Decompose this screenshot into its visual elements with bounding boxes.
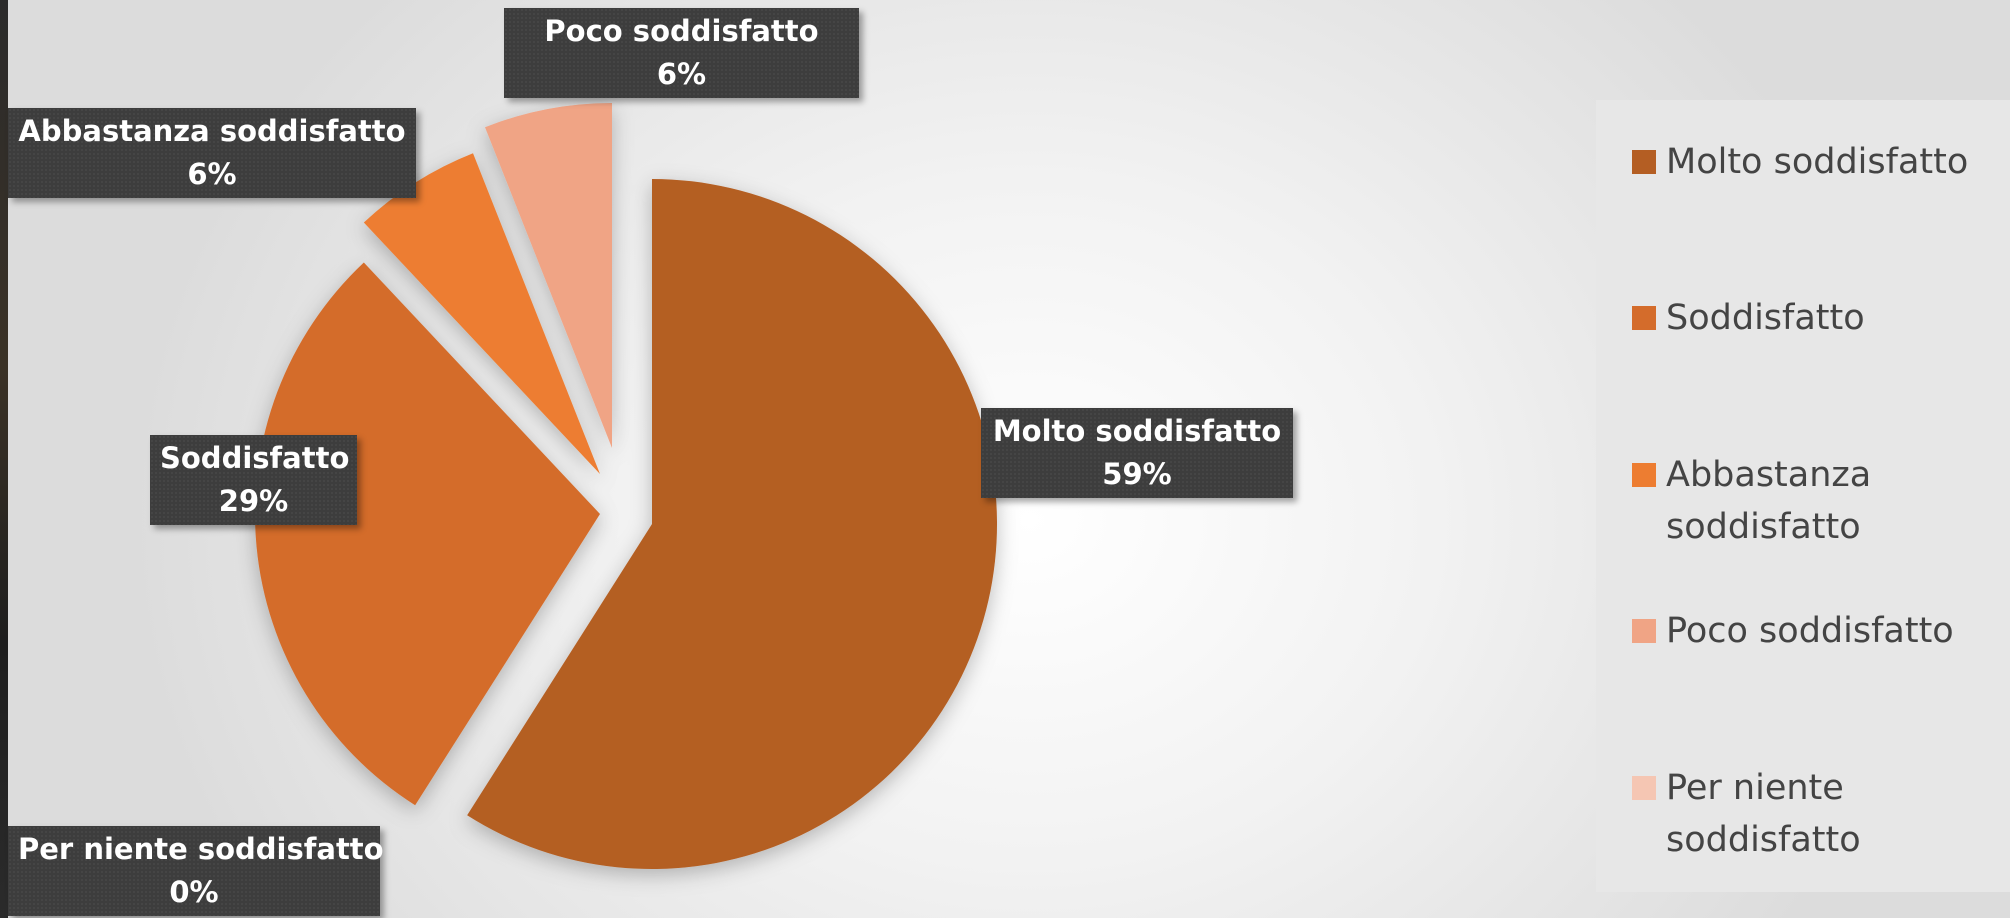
- pie-slice-abbastanza-soddisfatto: [363, 153, 600, 475]
- legend-label: Poco soddisfatto: [1666, 611, 1954, 651]
- data-label-molto-soddisfatto: Molto soddisfatto 59%: [981, 408, 1293, 498]
- legend-label: Per niente soddisfatto: [1666, 768, 1861, 860]
- data-label-name: Molto soddisfatto: [992, 414, 1282, 448]
- legend-item-poco-soddisfatto: Poco soddisfatto: [1632, 605, 2002, 657]
- legend-swatch: [1632, 776, 1656, 800]
- data-label-poco-soddisfatto: Poco soddisfatto 6%: [504, 8, 859, 98]
- pie-slice-poco-soddisfatto: [485, 103, 612, 448]
- pie-slice-molto-soddisfatto: [467, 179, 998, 869]
- data-label-name: Soddisfatto: [160, 441, 350, 475]
- legend-label: Soddisfatto: [1666, 298, 1865, 338]
- data-label-soddisfatto: Soddisfatto 29%: [150, 435, 357, 525]
- data-label-value: 0%: [169, 875, 219, 909]
- data-label-value: 6%: [656, 57, 707, 91]
- legend-swatch: [1632, 306, 1656, 330]
- data-label-value: 6%: [187, 157, 237, 191]
- legend-item-molto-soddisfatto: Molto soddisfatto: [1632, 136, 2002, 188]
- legend-swatch: [1632, 619, 1656, 643]
- legend-label: Abbastanza soddisfatto: [1666, 455, 1872, 547]
- data-label-name: Abbastanza soddisfatto: [18, 114, 406, 148]
- legend-item-soddisfatto: Soddisfatto: [1632, 292, 2002, 344]
- data-label-per-niente-soddisfatto: Per niente soddisfatto 0%: [8, 826, 384, 916]
- pie-slice-soddisfatto: [255, 262, 600, 806]
- legend-swatch: [1632, 463, 1656, 487]
- data-label-name: Per niente soddisfatto: [18, 832, 384, 866]
- data-label-name: Poco soddisfatto: [544, 14, 819, 48]
- data-label-value: 29%: [218, 484, 289, 518]
- legend-item-per-niente-soddisfatto: Per niente soddisfatto: [1632, 762, 1902, 866]
- legend-item-abbastanza-soddisfatto: Abbastanza soddisfatto: [1632, 449, 1902, 553]
- slide-edge: [0, 0, 8, 918]
- data-label-value: 59%: [1102, 457, 1172, 491]
- legend-swatch: [1632, 150, 1656, 174]
- data-label-abbastanza-soddisfatto: Abbastanza soddisfatto 6%: [8, 108, 416, 198]
- legend-label: Molto soddisfatto: [1666, 142, 1969, 182]
- legend-panel: [1596, 100, 2010, 892]
